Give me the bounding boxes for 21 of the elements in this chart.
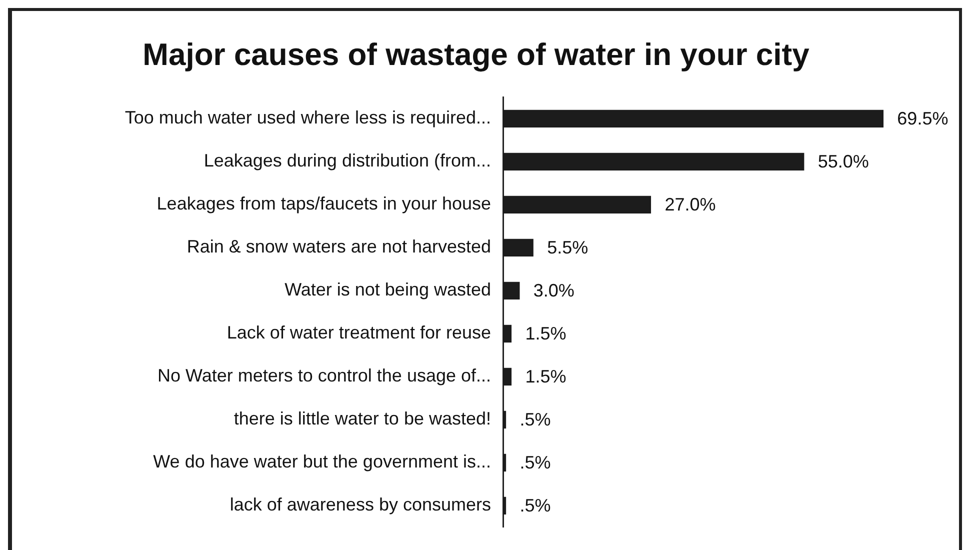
data-label: 27.0% [664, 194, 716, 215]
data-label: 3.0% [533, 280, 574, 301]
y-tick-label: Rain & snow waters are not harvested [186, 236, 491, 257]
y-tick-label: lack of awareness by consumers [230, 494, 491, 515]
y-tick-label: Leakages during distribution (from... [204, 150, 491, 171]
y-tick-label: No Water meters to control the usage of... [158, 366, 491, 386]
data-label: 5.5% [547, 238, 588, 258]
data-label: .5% [520, 410, 551, 430]
y-tick-label: We do have water but the government is... [153, 452, 491, 472]
data-label: 69.5% [897, 108, 948, 129]
y-tick-label: Too much water used where less is required... [124, 108, 491, 128]
data-label: 1.5% [525, 366, 566, 387]
y-tick-label: Water is not being wasted [284, 280, 491, 300]
y-tick-label: Lack of water treatment for reuse [226, 322, 491, 343]
data-label: .5% [520, 496, 551, 516]
data-label: 55.0% [818, 152, 869, 172]
y-tick-label: Leakages from taps/faucets in your house [156, 194, 491, 214]
data-label: 1.5% [525, 324, 566, 344]
chart-title: Major causes of wastage of water in your city [142, 37, 810, 72]
y-tick-label: there is little water to be wasted! [234, 408, 491, 429]
data-label: .5% [520, 452, 551, 473]
